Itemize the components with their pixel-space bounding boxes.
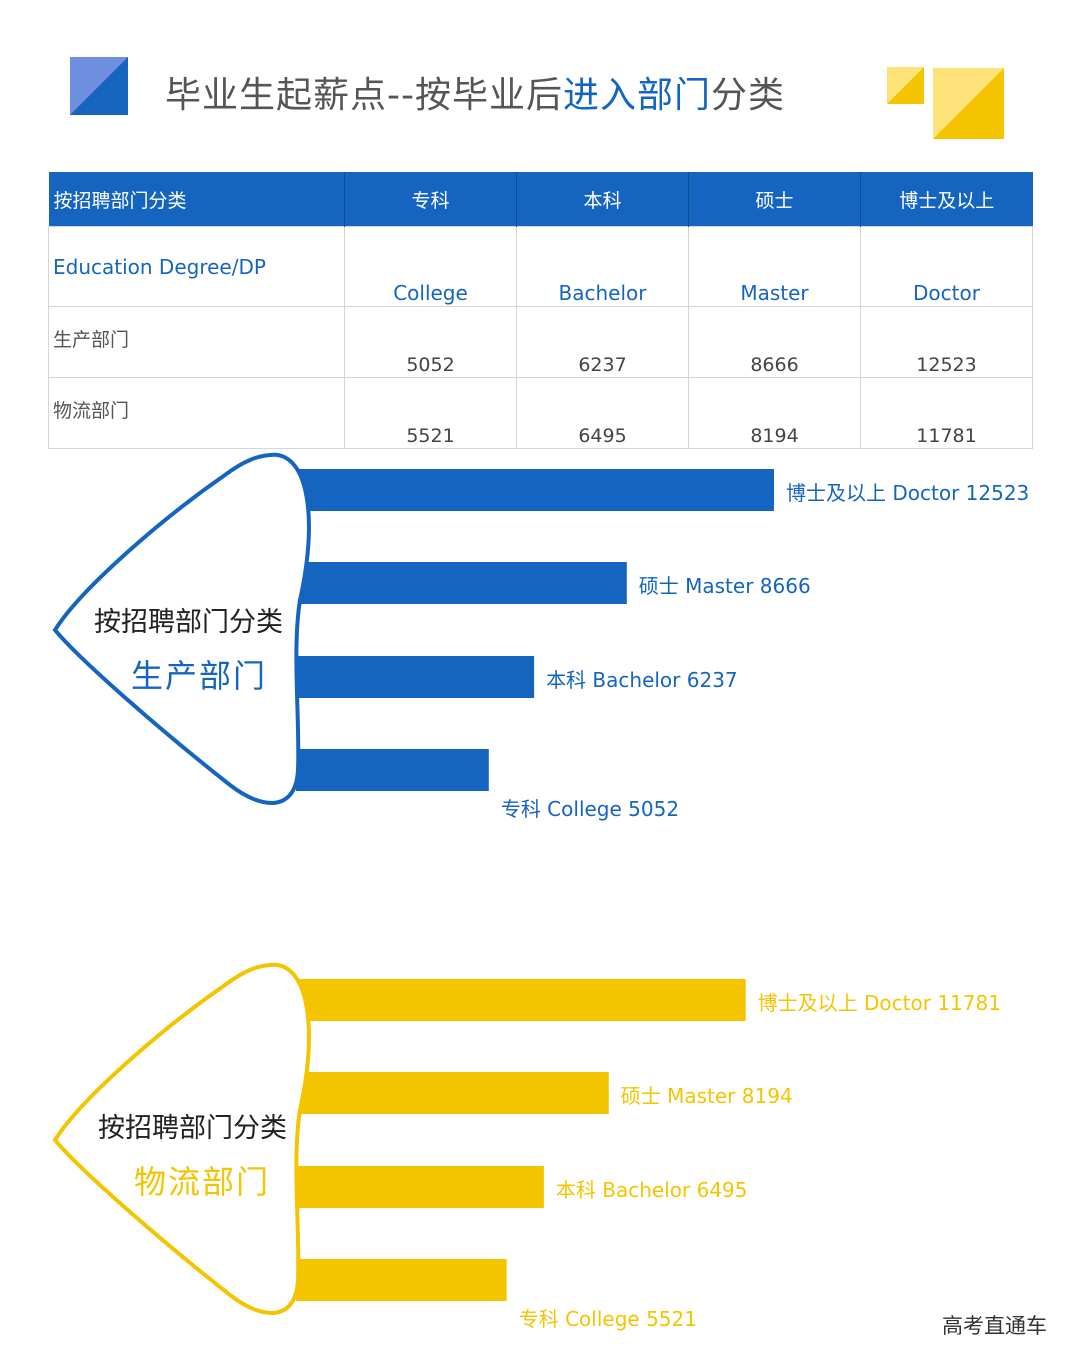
bar-label: 博士及以上 Doctor 11781 — [757, 991, 1001, 1015]
bar-label: 本科 Bachelor 6237 — [546, 668, 738, 692]
table-cell: 8666 — [688, 306, 861, 378]
chart-subtitle: 生产部门 — [131, 657, 268, 695]
table-row: 生产部门 5052 6237 8666 12523 — [48, 306, 1033, 378]
chart-production: 按招聘部门分类 生产部门 博士及以上 Doctor 12523 硕士 Master… — [0, 450, 1080, 821]
page-title: 毕业生起薪点--按毕业后进入部门分类 — [165, 66, 785, 118]
bar-3 — [296, 656, 535, 698]
table-english-row: Education Degree/DP College Bachelor Mas… — [48, 226, 1033, 307]
bar-2 — [296, 562, 627, 604]
bar-2 — [296, 1072, 609, 1114]
chart-production-svg — [52, 452, 774, 805]
table-cell: 12523 — [860, 306, 1033, 378]
salary-table: 按招聘部门分类 专科 本科 硕士 博士及以上 Education Degree/… — [48, 172, 1033, 449]
table-header-row: 按招聘部门分类 专科 本科 硕士 博士及以上 — [48, 172, 1033, 227]
table-cell: 6495 — [516, 377, 689, 449]
chart-outline-shape — [52, 452, 311, 805]
table-row-label: 物流部门 — [48, 377, 345, 449]
table-cell: 5052 — [344, 306, 517, 378]
bar-label: 硕士 Master 8666 — [638, 574, 811, 598]
bar-label: 专科 College 5521 — [518, 1307, 697, 1331]
table-cell: 11781 — [860, 377, 1033, 449]
table-cell: 5521 — [344, 377, 517, 449]
chart-subtitle: 物流部门 — [134, 1163, 271, 1201]
decor-square-yellow-small — [887, 67, 924, 104]
table-cell: 8194 — [688, 377, 861, 449]
bar-1 — [296, 979, 746, 1021]
table-row-label: 生产部门 — [48, 306, 345, 378]
title-main: 毕业生起薪点--按毕业后 — [165, 75, 563, 116]
table-cell: Education Degree/DP — [48, 226, 345, 307]
bar-3 — [296, 1166, 544, 1208]
chart-title: 按招聘部门分类 — [98, 1113, 287, 1144]
bar-4 — [296, 749, 489, 791]
title-end: 分类 — [711, 75, 786, 116]
table-header-cell: 硕士 — [688, 172, 861, 227]
table-cell: College — [344, 226, 517, 307]
chart-title: 按招聘部门分类 — [94, 607, 283, 638]
chart-logistics: 按招聘部门分类 物流部门 博士及以上 Doctor 11781 硕士 Master… — [0, 960, 1080, 1331]
bar-label: 专科 College 5052 — [500, 797, 680, 821]
bar-1 — [296, 469, 774, 511]
chart-logistics-svg — [52, 962, 746, 1315]
bar-label: 本科 Bachelor 6495 — [555, 1178, 748, 1202]
watermark-text: 高考直通车 — [942, 1314, 1047, 1338]
bar-4 — [296, 1259, 507, 1301]
chart-outline-shape — [52, 962, 311, 1315]
table-header-cell: 博士及以上 — [860, 172, 1033, 227]
table-cell: Bachelor — [516, 226, 689, 307]
table-cell: Doctor — [860, 226, 1033, 307]
title-accent: 进入部门 — [562, 75, 711, 116]
table-cell: Master — [688, 226, 861, 307]
bar-label: 硕士 Master 8194 — [620, 1084, 793, 1108]
decor-square-yellow-large — [933, 68, 1004, 139]
table-header-cell: 按招聘部门分类 — [48, 172, 345, 227]
bar-label: 博士及以上 Doctor 12523 — [786, 481, 1030, 505]
table-cell: 6237 — [516, 306, 689, 378]
table-header-cell: 专科 — [344, 172, 517, 227]
table-header-cell: 本科 — [516, 172, 689, 227]
table-row: 物流部门 5521 6495 8194 11781 — [48, 377, 1033, 449]
decor-square-blue — [70, 57, 128, 115]
